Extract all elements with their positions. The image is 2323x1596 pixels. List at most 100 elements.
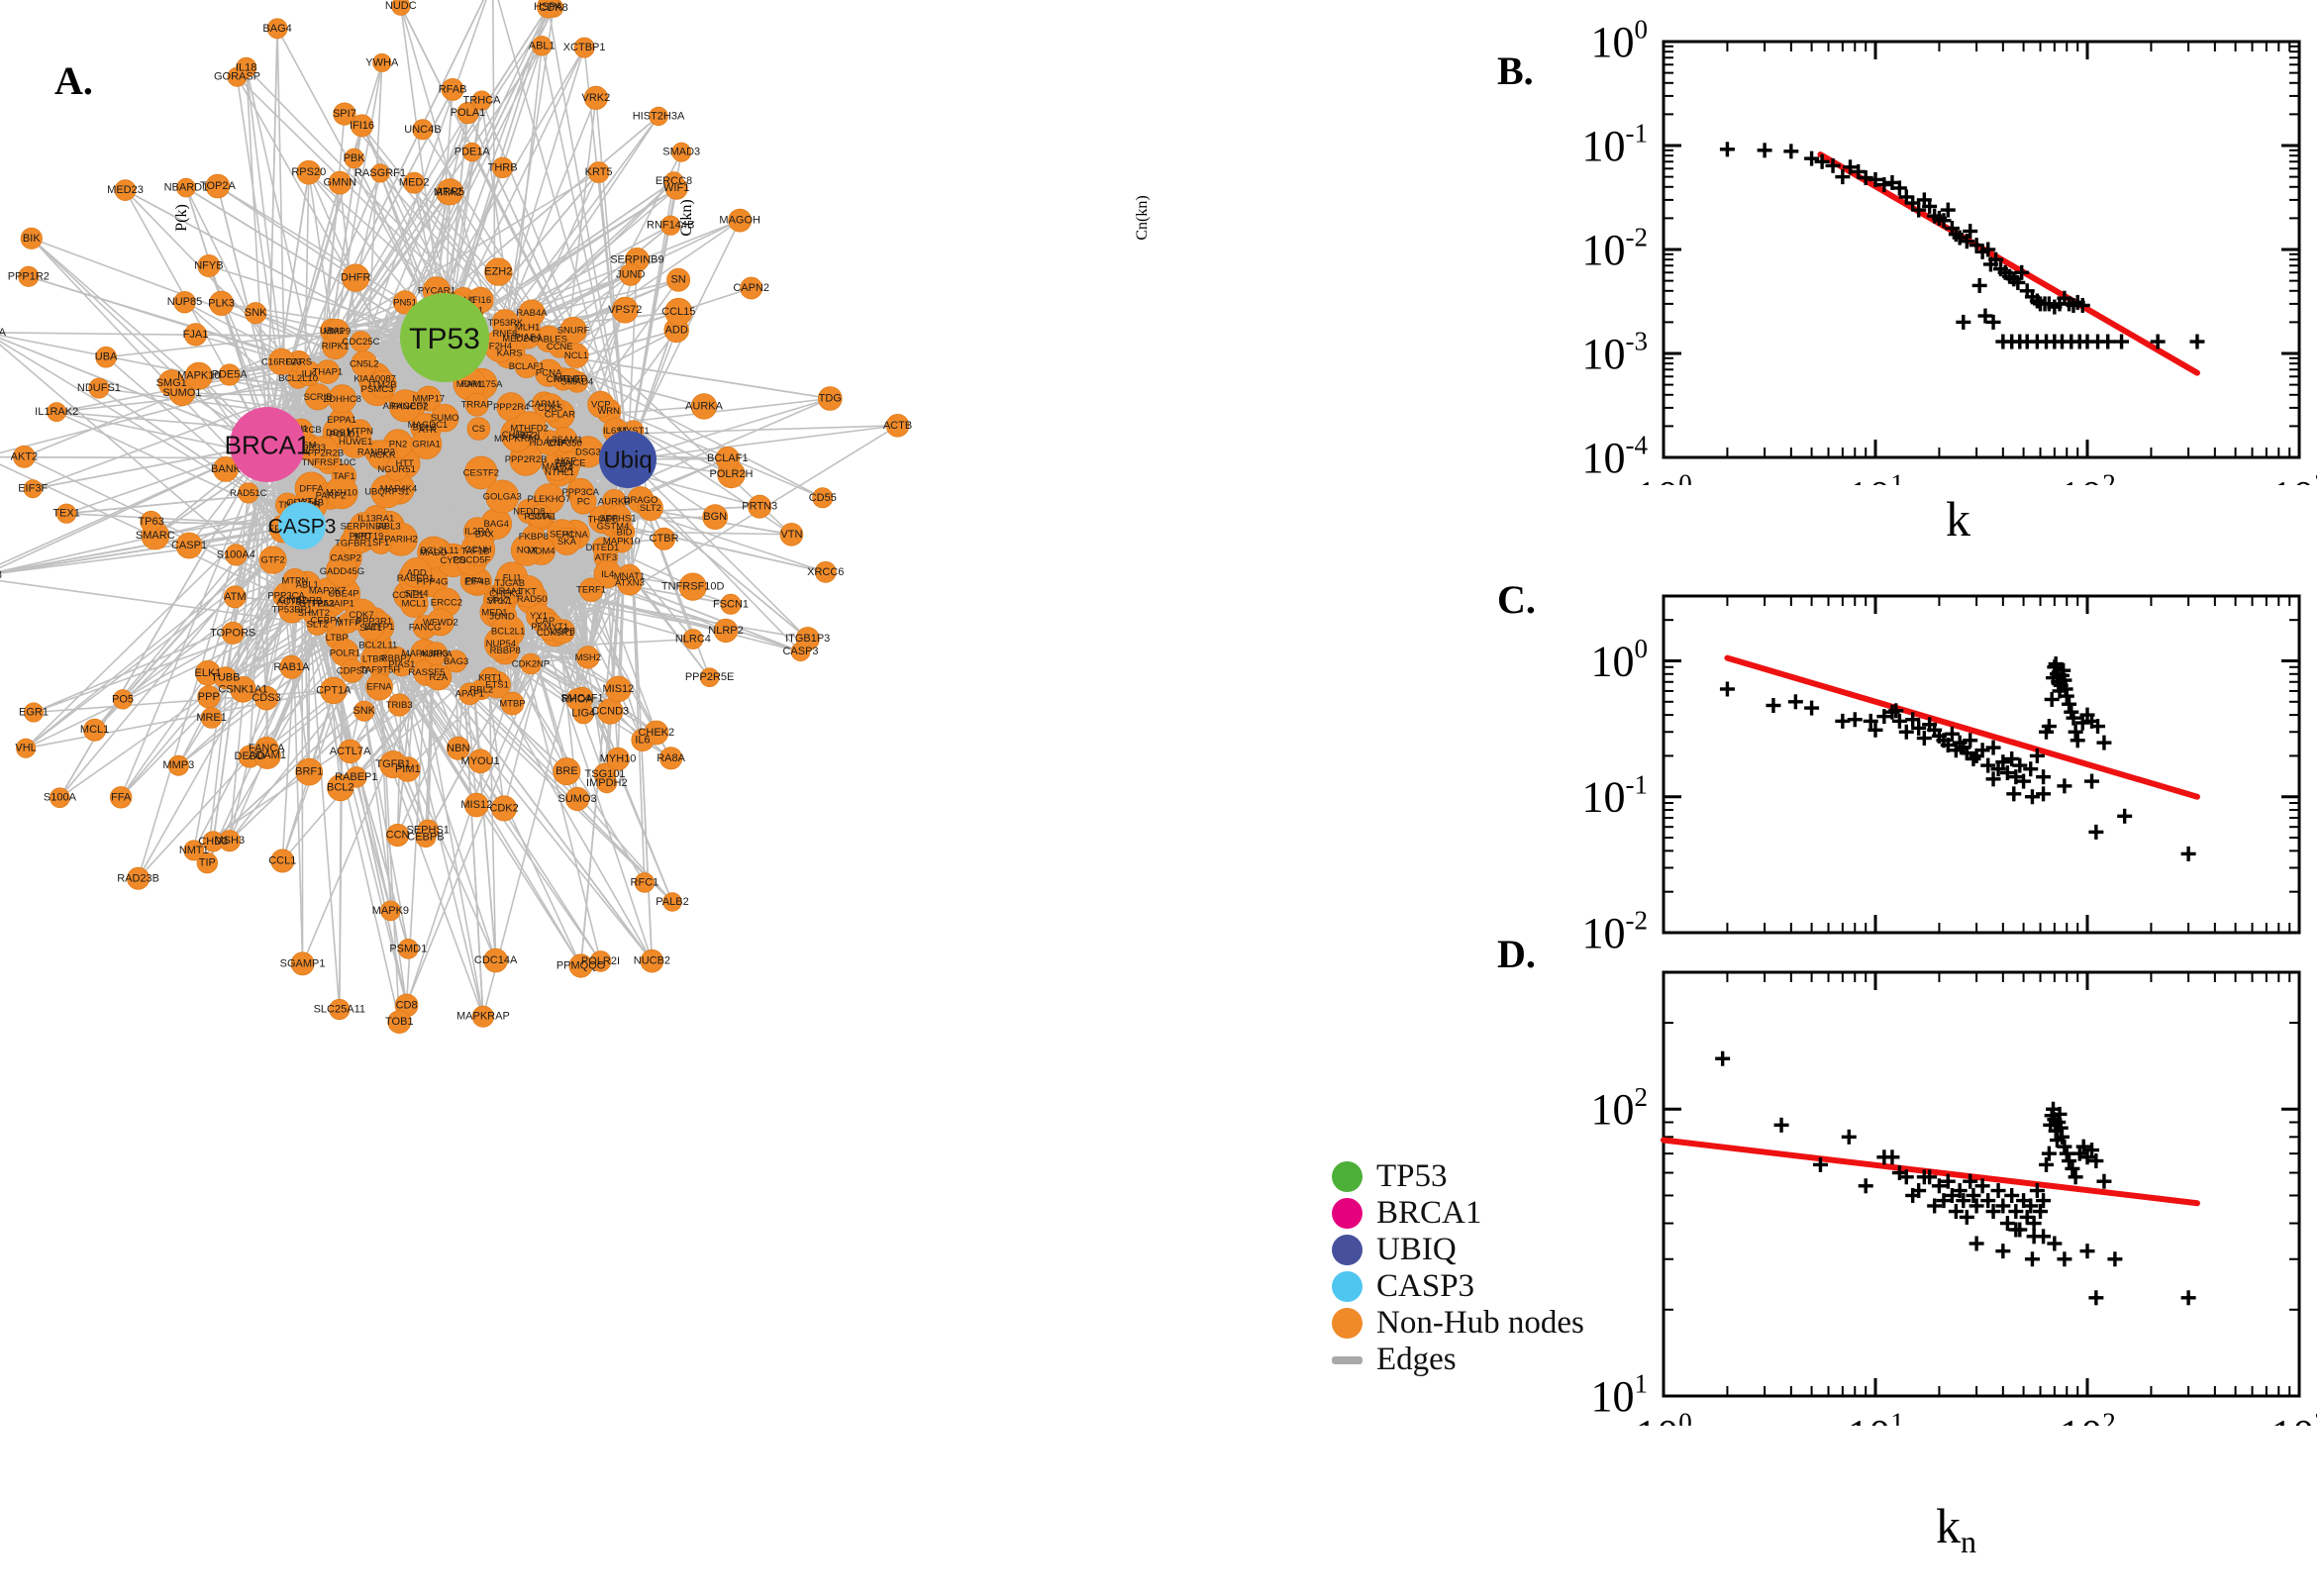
svg-text:CDK2NP: CDK2NP [512, 659, 551, 670]
svg-text:IL4: IL4 [601, 569, 614, 580]
svg-text:THAP1: THAP1 [313, 367, 344, 378]
svg-text:GRIA1: GRIA1 [412, 439, 441, 449]
chart-c: 100 10-1 10-2 [1475, 574, 2317, 950]
svg-text:TRRAP: TRRAP [461, 400, 493, 411]
svg-text:CD8: CD8 [396, 999, 418, 1011]
svg-text:MDR1: MDR1 [456, 379, 483, 390]
svg-text:102: 102 [2059, 469, 2116, 485]
svg-text:CDPS3: CDPS3 [337, 666, 368, 677]
svg-text:NUDC: NUDC [385, 0, 417, 12]
svg-text:FKBP8: FKBP8 [519, 532, 549, 543]
svg-text:FLI1: FLI1 [503, 572, 522, 583]
svg-text:100: 100 [1635, 469, 1692, 485]
panel-letter-b: B. [1497, 49, 1534, 93]
svg-text:ADAM1: ADAM1 [249, 749, 286, 761]
svg-text:XCTBP1: XCTBP1 [563, 42, 606, 53]
svg-text:TKT: TKT [519, 586, 537, 597]
svg-text:CTBR: CTBR [650, 533, 679, 545]
legend-label-casp3: CASP3 [1376, 1268, 1475, 1304]
legend: TP53 BRCA1 UBIQ CASP3 Non-Hub nodes Edge… [1332, 1158, 1584, 1378]
svg-text:SLC25A11: SLC25A11 [314, 1004, 365, 1016]
legend-label-brca1: BRCA1 [1376, 1195, 1482, 1231]
svg-text:HUWE1: HUWE1 [339, 437, 372, 448]
legend-swatch-edges [1332, 1355, 1363, 1364]
svg-text:PPP2R4: PPP2R4 [493, 402, 529, 413]
svg-text:UBQRPS1: UBQRPS1 [364, 487, 409, 498]
svg-text:RAB1A: RAB1A [273, 661, 310, 673]
svg-text:BRF1: BRF1 [295, 766, 323, 778]
svg-text:S100A: S100A [44, 792, 77, 804]
svg-text:ZDHHC8: ZDHHC8 [323, 394, 361, 405]
svg-text:THRB: THRB [488, 161, 518, 173]
svg-text:AURKA: AURKA [685, 400, 724, 412]
svg-text:XRCC6: XRCC6 [807, 566, 844, 578]
svg-text:BCL2L1: BCL2L1 [491, 626, 525, 637]
svg-text:NMT1: NMT1 [179, 845, 209, 856]
svg-text:ACTL7A: ACTL7A [330, 746, 371, 757]
svg-text:FANCE: FANCE [555, 457, 586, 468]
svg-text:BIK: BIK [23, 233, 41, 245]
svg-text:STK4: STK4 [405, 589, 429, 600]
svg-text:SLT2: SLT2 [640, 503, 661, 514]
svg-text:CPT1A: CPT1A [316, 684, 352, 696]
panel-letter-a: A. [54, 58, 93, 103]
svg-text:MYH10: MYH10 [600, 753, 637, 765]
legend-item-ubiq[interactable]: UBIQ [1332, 1232, 1584, 1268]
svg-text:100: 100 [1591, 20, 1649, 66]
svg-text:CDK2: CDK2 [489, 802, 518, 814]
svg-text:ARHGEF7: ARHGEF7 [383, 401, 428, 412]
svg-text:F2H4: F2H4 [489, 341, 512, 351]
svg-text:SHMT2: SHMT2 [298, 608, 330, 619]
legend-label-tp53: TP53 [1376, 1158, 1448, 1194]
svg-text:PN2: PN2 [389, 440, 407, 450]
svg-text:MADD: MADD [420, 548, 448, 558]
svg-text:MIS12: MIS12 [603, 683, 635, 695]
svg-text:GOLGA3: GOLGA3 [483, 492, 522, 503]
svg-text:SF1: SF1 [372, 538, 389, 549]
svg-text:R2A: R2A [430, 672, 449, 683]
svg-text:IL2RA: IL2RA [464, 527, 491, 538]
svg-text:MYOU1: MYOU1 [461, 755, 500, 767]
svg-text:PPP2R5E: PPP2R5E [685, 671, 735, 683]
svg-text:BID: BID [617, 527, 633, 538]
svg-text:RIPK1: RIPK1 [322, 342, 349, 352]
svg-text:CESTF2: CESTF2 [463, 467, 499, 478]
svg-text:PPMQQO: PPMQQO [556, 960, 606, 972]
svg-text:GMNN: GMNN [323, 177, 356, 189]
svg-text:BGN: BGN [703, 511, 727, 523]
svg-text:PRTN3: PRTN3 [742, 501, 777, 513]
svg-text:ATF3: ATF3 [595, 552, 618, 563]
svg-text:CASP1: CASP1 [171, 540, 207, 551]
svg-text:ABL1: ABL1 [529, 40, 556, 51]
legend-item-casp3[interactable]: CASP3 [1332, 1268, 1584, 1305]
svg-text:MMP3: MMP3 [162, 759, 194, 771]
svg-text:TUBB: TUBB [211, 672, 240, 684]
svg-text:TRIB3: TRIB3 [386, 700, 413, 711]
svg-text:TRHCA: TRHCA [463, 95, 502, 107]
svg-text:IMPDH2: IMPDH2 [586, 777, 628, 789]
svg-text:LTBP: LTBP [326, 633, 349, 644]
svg-text:ITGB1P3: ITGB1P3 [785, 633, 830, 645]
svg-text:CHEK2: CHEK2 [638, 727, 674, 739]
svg-text:CDC14A: CDC14A [474, 954, 518, 966]
legend-item-tp53[interactable]: TP53 [1332, 1158, 1584, 1195]
svg-text:CS: CS [472, 424, 485, 435]
legend-item-edges[interactable]: Edges [1332, 1342, 1584, 1378]
svg-text:RAD23B: RAD23B [117, 872, 159, 884]
legend-item-brca1[interactable]: BRCA1 [1332, 1195, 1584, 1232]
svg-text:SEPHS1: SEPHS1 [599, 514, 637, 525]
svg-text:IL18: IL18 [236, 61, 256, 73]
svg-text:SPI7: SPI7 [333, 108, 356, 120]
svg-text:PPP: PPP [198, 691, 220, 703]
svg-text:TOB1: TOB1 [385, 1016, 414, 1028]
legend-swatch-casp3 [1332, 1271, 1363, 1302]
svg-text:SNK: SNK [245, 307, 267, 319]
svg-text:GADD45G: GADD45G [320, 566, 364, 577]
svg-text:ATXN3: ATXN3 [615, 578, 645, 589]
svg-text:MIS12: MIS12 [460, 799, 492, 811]
legend-swatch-brca1 [1332, 1198, 1363, 1229]
svg-text:POLR1: POLR1 [330, 648, 360, 658]
legend-item-nonhub[interactable]: Non-Hub nodes [1332, 1305, 1584, 1342]
legend-label-edges: Edges [1376, 1342, 1457, 1377]
svg-text:PO5: PO5 [112, 693, 134, 705]
